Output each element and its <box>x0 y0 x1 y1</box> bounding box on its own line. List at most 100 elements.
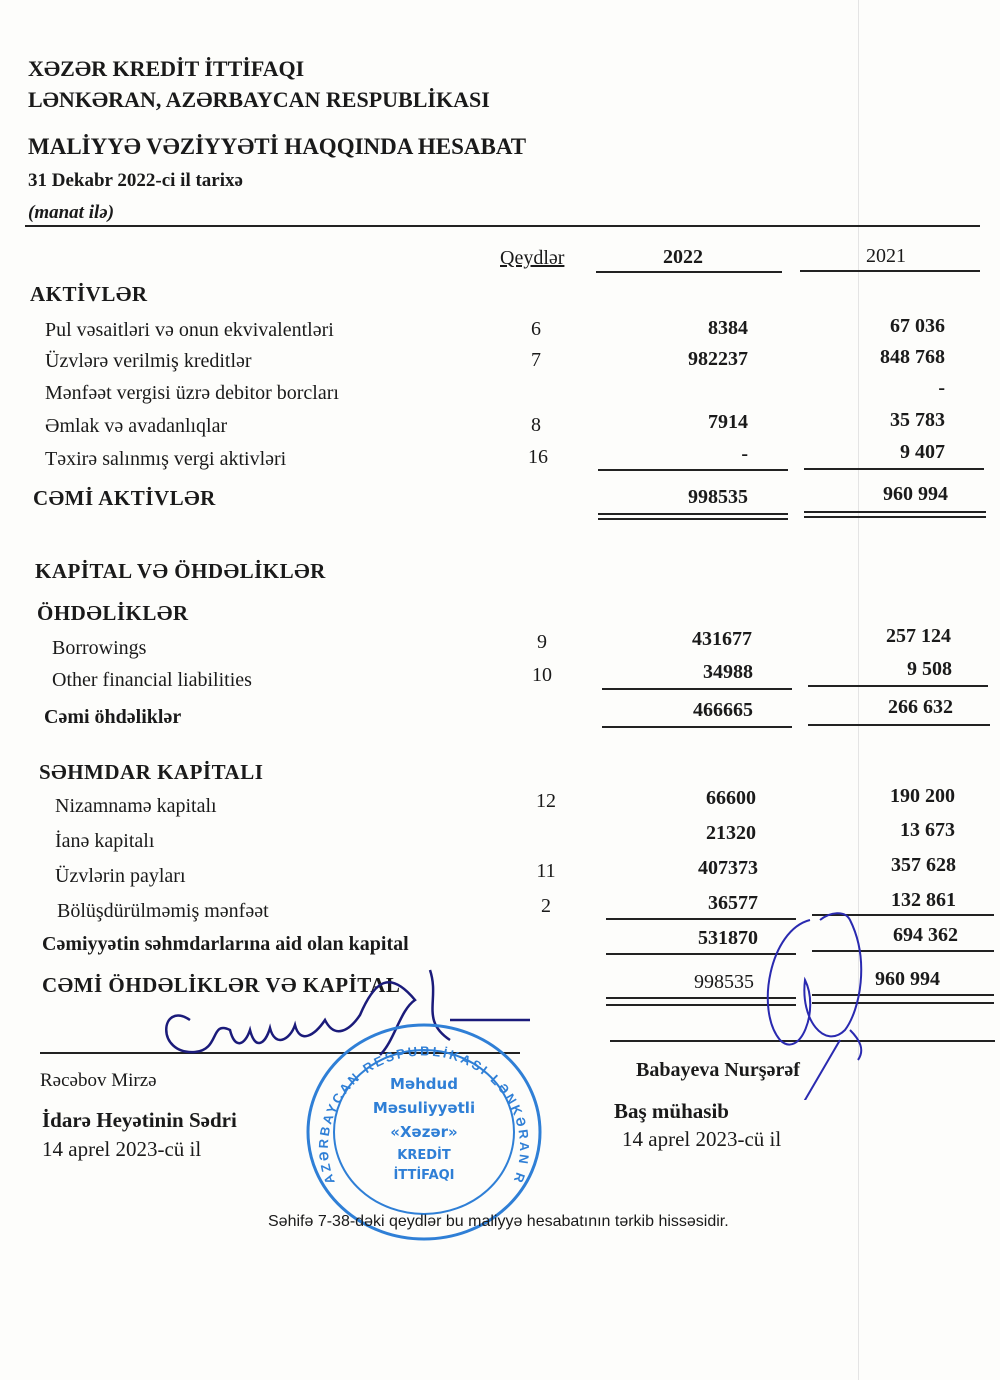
page-fold <box>858 0 859 1380</box>
row-2021: 35 783 <box>890 409 945 431</box>
rule <box>598 469 788 471</box>
stamp-line: İTTİFAQI <box>393 1168 455 1183</box>
row-2021: 9 508 <box>907 658 952 680</box>
rule <box>804 468 984 470</box>
row-2022: 36577 <box>708 892 758 914</box>
row-note: 7 <box>531 349 541 371</box>
right-signatory-name: Babayeva Nurşərəf <box>636 1059 800 1081</box>
row-note: 9 <box>537 631 547 653</box>
row-label: Nizamnamə kapitalı <box>55 795 217 817</box>
row-2021: 190 200 <box>890 785 955 807</box>
stamp-line: Məhdud <box>390 1075 458 1093</box>
row-2021: 960 994 <box>883 483 948 505</box>
double-rule <box>606 997 796 999</box>
left-signatory-date: 14 aprel 2023-cü il <box>42 1137 202 1161</box>
row-2022: 34988 <box>703 661 753 683</box>
row-note: 8 <box>531 414 541 436</box>
stamp-rings: AZƏRBAYCAN RESPUBLİKASI LƏNKƏRAN RAYONU <box>305 1022 542 1241</box>
row-2021: 357 628 <box>891 854 956 876</box>
company-name: XƏZƏR KREDİT İTTİFAQI <box>28 56 305 81</box>
row-label: Təxirə salınmış vergi aktivləri <box>45 448 287 470</box>
row-2022: 998535 <box>688 486 748 508</box>
row-2021: 960 994 <box>875 968 940 990</box>
header-rule <box>25 225 980 227</box>
rule <box>808 724 990 726</box>
rule <box>808 685 988 687</box>
row-label: Mənfəət vergisi üzrə debitor borcları <box>45 382 339 404</box>
stamp-line: «Xəzər» <box>390 1123 458 1141</box>
row-2022: 66600 <box>706 787 756 809</box>
double-rule <box>812 994 994 996</box>
row-2022: 21320 <box>706 822 756 844</box>
row-label: İanə kapitalı <box>55 830 155 852</box>
double-rule <box>598 518 788 520</box>
row-label: Əmlak və avadanlıqlar <box>45 415 228 437</box>
double-rule <box>598 513 788 515</box>
rule <box>602 726 792 728</box>
liabilities-heading: ÖHDƏLİKLƏR <box>37 601 189 625</box>
equity-liabilities-heading: KAPİTAL VƏ ÖHDƏLİKLƏR <box>35 559 326 583</box>
rule <box>800 270 980 272</box>
row-note: 11 <box>536 860 556 882</box>
row-label: Cəmi öhdəliklər <box>44 706 182 728</box>
row-2021: 9 407 <box>900 441 945 463</box>
row-label: CƏMİ ÖHDƏLİKLƏR VƏ KAPİTAL <box>42 973 401 997</box>
double-rule <box>606 1004 796 1006</box>
col-2021: 2021 <box>866 245 906 267</box>
row-2022: 531870 <box>698 927 758 949</box>
rule <box>606 918 796 920</box>
signature-line-left <box>40 1052 520 1054</box>
equity-heading: SƏHMDAR KAPİTALI <box>39 760 264 784</box>
rule <box>812 950 994 952</box>
footer-note: Səhifə 7-38-dəki qeydlər bu maliyyə hesa… <box>268 1213 729 1230</box>
right-signatory-position: Baş mühasib <box>614 1099 729 1123</box>
row-label: Pul vəsaitləri və onun ekvivalentləri <box>45 319 334 341</box>
row-2022: 982237 <box>688 348 748 370</box>
currency-note: (manat ilə) <box>28 202 115 223</box>
left-signatory-name: Rəcəbov Mirzə <box>40 1070 157 1091</box>
row-note: 2 <box>541 895 551 917</box>
row-2022: - <box>741 443 748 465</box>
right-signatory-date: 14 aprel 2023-cü il <box>622 1127 782 1151</box>
row-2021: 132 861 <box>891 889 956 911</box>
row-label: Cəmiyyətin səhmdarlarına aid olan kapita… <box>42 933 409 955</box>
row-2022: 7914 <box>708 411 748 433</box>
row-2021: 848 768 <box>880 346 945 368</box>
col-2022: 2022 <box>663 246 703 268</box>
stamp-line: KREDİT <box>397 1148 451 1163</box>
double-rule <box>804 511 986 513</box>
row-2021: 694 362 <box>893 924 958 946</box>
report-title: MALİYYƏ VƏZİYYƏTİ HAQQINDA HESABAT <box>28 134 527 159</box>
assets-heading: AKTİVLƏR <box>30 282 148 306</box>
left-signatory-position: İdarə Heyətinin Sədri <box>42 1108 237 1132</box>
rule <box>606 953 796 955</box>
row-2022: 998535 <box>694 971 754 993</box>
row-2022: 431677 <box>692 628 752 650</box>
row-label: Borrowings <box>52 637 147 659</box>
row-2021: - <box>938 377 945 399</box>
row-2022: 466665 <box>693 699 753 721</box>
row-2021: 13 673 <box>900 819 955 841</box>
row-2022: 407373 <box>698 857 758 879</box>
rule <box>812 914 994 916</box>
row-note: 10 <box>532 664 552 686</box>
row-2022: 8384 <box>708 317 748 339</box>
col-notes: Qeydlər <box>500 247 565 269</box>
row-note: 6 <box>531 318 541 340</box>
company-location: LƏNKƏRAN, AZƏRBAYCAN RESPUBLİKASI <box>28 87 490 112</box>
row-label: Other financial liabilities <box>52 669 252 691</box>
signature-left <box>165 969 530 1056</box>
company-stamp: AZƏRBAYCAN RESPUBLİKASI LƏNKƏRAN RAYONU … <box>305 1022 543 1242</box>
report-date: 31 Dekabr 2022-ci il tarixə <box>28 170 243 191</box>
double-rule <box>812 1002 994 1004</box>
row-2021: 67 036 <box>890 315 945 337</box>
row-label: Bölüşdürülməmiş mənfəət <box>57 900 269 922</box>
double-rule <box>804 516 986 518</box>
row-label: Üzvlərə verilmiş kreditlər <box>45 350 252 372</box>
stamp-line: Məsuliyyətli <box>372 1099 476 1117</box>
rule <box>596 271 782 273</box>
row-2021: 266 632 <box>888 696 953 718</box>
row-2021: 257 124 <box>886 625 951 647</box>
signature-line-right <box>610 1040 995 1042</box>
